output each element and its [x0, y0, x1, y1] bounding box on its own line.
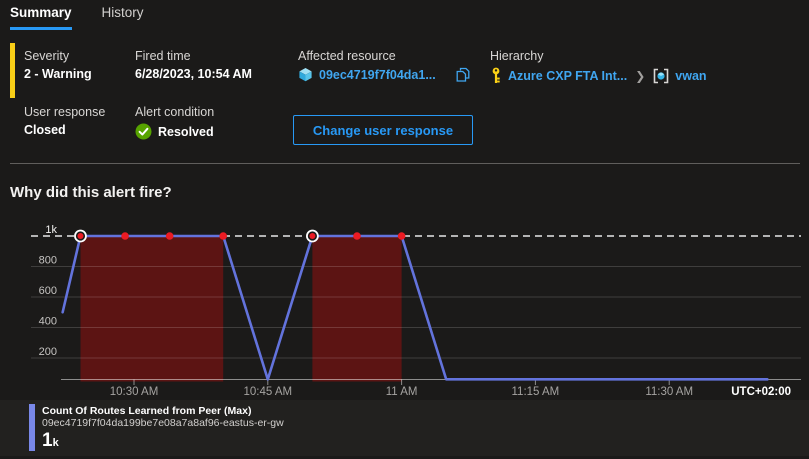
section-heading: Why did this alert fire?: [10, 184, 172, 201]
legend-value-number: 1: [42, 430, 53, 451]
data-point-marker: [353, 232, 361, 240]
violation-area: [80, 237, 224, 382]
hierarchy-parent-link[interactable]: Azure CXP FTA Int...: [508, 68, 628, 83]
field-fired-time: Fired time 6/28/2023, 10:54 AM: [135, 49, 252, 81]
fired-time-value: 6/28/2023, 10:54 AM: [135, 67, 252, 81]
copy-icon[interactable]: [456, 67, 470, 82]
affected-resource-link[interactable]: 09ec4719f7f04da1...: [319, 67, 436, 82]
x-tick-label: 10:45 AM: [244, 386, 293, 398]
metric-chart-svg: 1k 800 600 400 200 10:30 AM 10:45 AM 11 AM 11:15…: [31, 224, 801, 398]
data-point-marker: [219, 232, 227, 240]
y-tick-label: 1k: [45, 224, 57, 236]
change-user-response-button[interactable]: Change user response: [293, 115, 473, 145]
y-tick-label: 400: [39, 316, 57, 328]
data-point-marker: [165, 232, 174, 240]
metric-line: [61, 234, 769, 381]
user-response-label: User response: [24, 105, 106, 119]
severity-label: Severity: [24, 49, 70, 63]
field-severity: Severity 2 - Warning: [24, 49, 92, 81]
y-tick-label: 800: [39, 255, 57, 267]
field-hierarchy: Hierarchy Azure CXP FTA Int... ❯ vwan: [490, 49, 707, 84]
field-affected-resource: Affected resource 09ec4719f7f04da1...: [298, 49, 470, 82]
section-divider: [10, 163, 800, 164]
field-user-response: User response Closed: [24, 105, 105, 137]
resource-cube-icon: [298, 67, 313, 82]
field-alert-condition: Alert condition Resolved: [135, 105, 214, 140]
metric-chart[interactable]: 1k 800 600 400 200 10:30 AM 10:45 AM 11 AM 11:15…: [0, 215, 809, 400]
user-response-value: Closed: [24, 123, 66, 137]
chevron-right-icon: ❯: [635, 68, 646, 83]
data-point-marker: [397, 232, 406, 240]
legend-color-bar: [29, 404, 35, 451]
alert-condition-label: Alert condition: [135, 105, 215, 119]
data-point-marker: [77, 233, 84, 239]
legend-item[interactable]: Count Of Routes Learned from Peer (Max) …: [29, 404, 284, 452]
violation-area: [312, 237, 402, 382]
hierarchy-label: Hierarchy: [490, 49, 544, 63]
severity-value: 2 - Warning: [24, 67, 92, 81]
tab-history[interactable]: History: [101, 5, 144, 20]
legend-current-value: 1k: [42, 430, 284, 452]
y-tick-label: 600: [39, 285, 57, 297]
x-tick-label: 11:15 AM: [512, 386, 560, 398]
data-point-marker: [121, 232, 129, 240]
timezone-label: UTC+02:00: [731, 386, 791, 398]
tab-summary[interactable]: Summary: [10, 5, 72, 30]
tab-bar: Summary History: [10, 5, 144, 30]
data-point-marker: [309, 233, 316, 239]
severity-color-bar: [10, 43, 15, 98]
vwan-icon: [653, 68, 669, 84]
y-tick-label: 200: [39, 346, 57, 358]
x-tick-label: 11:30 AM: [645, 386, 693, 398]
affected-resource-label: Affected resource: [298, 49, 396, 63]
legend-metric-name: Count Of Routes Learned from Peer (Max): [42, 405, 252, 417]
key-icon: [490, 67, 502, 84]
x-tick-label: 10:30 AM: [110, 386, 159, 398]
legend-resource-name: 09ec4719f7f04da199be7e08a7a8af96-eastus-…: [42, 417, 284, 429]
resolved-check-icon: [135, 123, 152, 140]
fired-time-label: Fired time: [135, 49, 191, 63]
hierarchy-child-link[interactable]: vwan: [675, 68, 707, 83]
alert-condition-value: Resolved: [158, 124, 214, 139]
chart-legend: Count Of Routes Learned from Peer (Max) …: [0, 400, 809, 456]
x-tick-label: 11 AM: [386, 386, 418, 398]
legend-value-suffix: k: [52, 437, 59, 449]
